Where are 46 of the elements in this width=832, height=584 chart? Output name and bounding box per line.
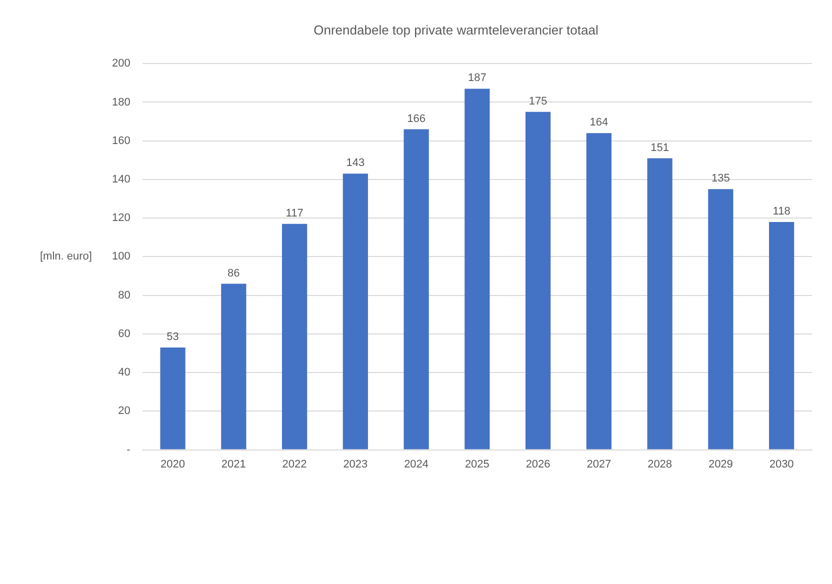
y-tick-label: 200 [112,58,130,70]
bar [342,174,368,450]
bar [708,189,734,450]
data-label: 143 [346,157,365,170]
data-label: 187 [468,72,486,84]
chart-title: Onrendabele top private warmteleverancier totaal [314,22,598,38]
x-tick-label: 2030 [769,458,794,470]
y-tick-label: - [126,444,131,456]
y-tick-label: 20 [118,405,130,418]
y-tick-label: 160 [112,134,130,147]
bar [525,112,551,450]
data-label: 86 [228,267,240,280]
data-label: 175 [528,95,548,108]
data-label: 164 [590,116,608,129]
y-tick-label: 120 [112,212,130,224]
y-tick-label: 140 [112,173,130,186]
bar [282,224,308,450]
y-tick-label: 40 [118,366,130,379]
x-tick-label: 2026 [526,458,550,470]
y-tick-label: 60 [118,328,130,340]
bar [769,222,794,450]
y-axis-title: [mln. euro] [40,250,92,263]
x-tick-label: 2022 [282,458,307,470]
bar [221,284,246,450]
bar [586,133,612,450]
x-tick-label: 2029 [708,458,733,470]
y-tick-label: 100 [112,250,130,263]
x-tick-label: 2028 [648,458,672,470]
bar [404,129,429,450]
data-label: 117 [286,207,304,220]
data-label: 118 [772,205,790,218]
x-tick-label: 2023 [343,458,368,470]
x-tick-label: 2020 [160,458,186,470]
data-label: 151 [650,142,669,154]
bar [464,88,490,450]
y-tick-label: 180 [112,96,130,108]
y-tick-label: 80 [118,289,130,302]
data-label: 53 [166,330,179,343]
bar [647,158,672,450]
data-label: 166 [407,112,426,125]
x-tick-label: 2024 [404,458,429,470]
x-tick-label: 2027 [586,458,612,470]
data-label: 135 [712,172,730,185]
bar [160,347,186,450]
x-tick-label: 2021 [221,458,246,470]
x-tick-label: 2025 [464,458,490,470]
